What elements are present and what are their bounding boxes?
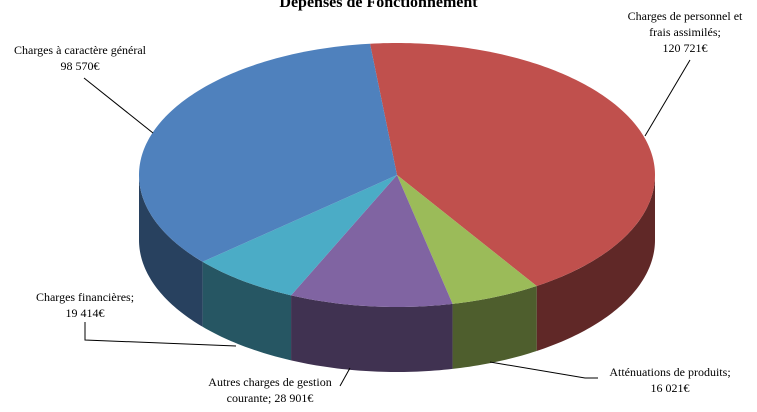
slice-label: Autres charges de gestion courante; 28 9…: [190, 374, 350, 406]
slice: [397, 175, 537, 304]
category-label: Charges de personnel et frais assimilés;: [627, 9, 743, 39]
slice-side: [536, 175, 655, 351]
slice: [202, 175, 397, 296]
value-label: 98 570€: [60, 59, 100, 73]
leader-line: [489, 361, 598, 379]
slice: [370, 43, 655, 286]
category-label: Charges financières;: [35, 290, 135, 304]
value-label: 19 414€: [65, 306, 105, 320]
slice-label: Charges financières; 19 414€: [10, 289, 160, 321]
category-label: Autres charges de gestion courante;: [208, 375, 332, 405]
category-label: Atténuations de produits;: [609, 365, 731, 379]
slices: [139, 43, 655, 372]
slice-label: Charges de personnel et frais assimilés;…: [620, 8, 750, 56]
slice-side: [452, 285, 537, 369]
value-label: 16 021€: [650, 381, 690, 395]
leader-line: [83, 77, 154, 134]
leader-line: [339, 367, 351, 387]
value-label: 120 721€: [662, 41, 708, 55]
category-label: Charges à caractère général: [13, 43, 147, 57]
slice: [139, 43, 397, 262]
slice-label: Charges à caractère général 98 570€: [4, 42, 156, 74]
slice-side: [202, 261, 292, 361]
leader-line: [644, 59, 691, 137]
slice-side: [139, 175, 203, 327]
leader-line: [84, 322, 237, 347]
slice-side: [291, 295, 453, 372]
slice-label: Atténuations de produits; 16 021€: [590, 364, 750, 396]
value-label: 28 901€: [274, 391, 314, 405]
chart-title: Dépenses de Fonctionnement: [279, 0, 478, 11]
slice: [291, 175, 453, 307]
